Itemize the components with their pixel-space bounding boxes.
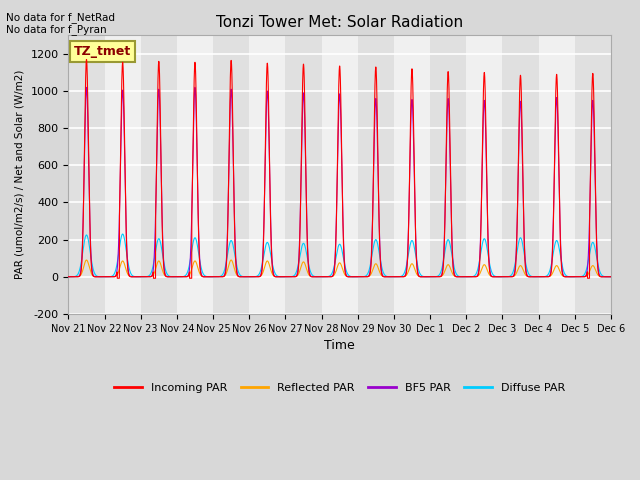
Bar — [285, 36, 321, 314]
Bar — [321, 36, 358, 314]
Text: TZ_tmet: TZ_tmet — [74, 45, 131, 58]
Legend: Incoming PAR, Reflected PAR, BF5 PAR, Diffuse PAR: Incoming PAR, Reflected PAR, BF5 PAR, Di… — [110, 379, 570, 397]
Bar — [466, 36, 502, 314]
Bar — [104, 36, 141, 314]
Bar — [249, 36, 285, 314]
Bar — [141, 36, 177, 314]
Bar — [538, 36, 575, 314]
Text: No data for f_NetRad
No data for f_Pyran: No data for f_NetRad No data for f_Pyran — [6, 12, 115, 36]
Bar — [68, 36, 104, 314]
Title: Tonzi Tower Met: Solar Radiation: Tonzi Tower Met: Solar Radiation — [216, 15, 463, 30]
Bar — [430, 36, 466, 314]
Bar — [394, 36, 430, 314]
Bar — [213, 36, 249, 314]
X-axis label: Time: Time — [324, 339, 355, 352]
Y-axis label: PAR (umol/m2/s) / Net and Solar (W/m2): PAR (umol/m2/s) / Net and Solar (W/m2) — [15, 70, 25, 279]
Bar — [502, 36, 538, 314]
Bar — [177, 36, 213, 314]
Bar — [575, 36, 611, 314]
Bar — [358, 36, 394, 314]
